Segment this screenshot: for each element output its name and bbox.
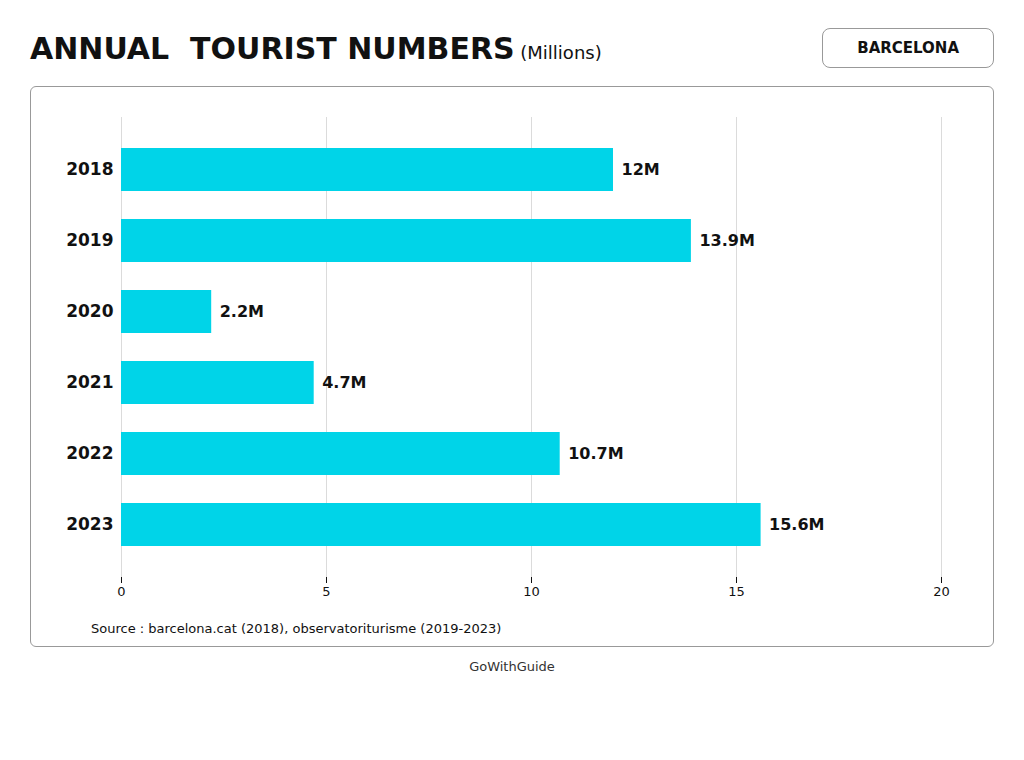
svg-text:15: 15	[728, 584, 745, 599]
svg-text:4.7M: 4.7M	[322, 373, 366, 392]
svg-text:12M: 12M	[622, 160, 660, 179]
svg-text:13.9M: 13.9M	[699, 231, 754, 250]
svg-text:2022: 2022	[66, 443, 113, 463]
svg-text:5: 5	[322, 584, 330, 599]
svg-text:2023: 2023	[66, 514, 113, 534]
html-text:BARCELONA: BARCELONA	[857, 39, 959, 57]
svg-text:0: 0	[117, 584, 125, 599]
svg-text:20: 20	[933, 584, 950, 599]
svg-text:2019: 2019	[66, 230, 113, 250]
svg-text:2021: 2021	[66, 372, 113, 392]
html-text:ANNUAL TOURIST NUMBERS(Million: ANNUAL TOURIST NUMBERS(Millions)	[30, 30, 602, 66]
svg-text:10: 10	[523, 584, 540, 599]
svg-text:2.2M: 2.2M	[220, 302, 264, 321]
svg-text:2018: 2018	[66, 159, 113, 179]
svg-text:15.6M: 15.6M	[769, 515, 825, 535]
svg-text:2020: 2020	[66, 301, 113, 321]
svg-text:10.7M: 10.7M	[568, 444, 623, 463]
html-text:GoWithGuide: GoWithGuide	[469, 659, 555, 674]
html-text:Source : barcelona.cat (2018),: Source : barcelona.cat (2018), observato…	[91, 621, 502, 636]
